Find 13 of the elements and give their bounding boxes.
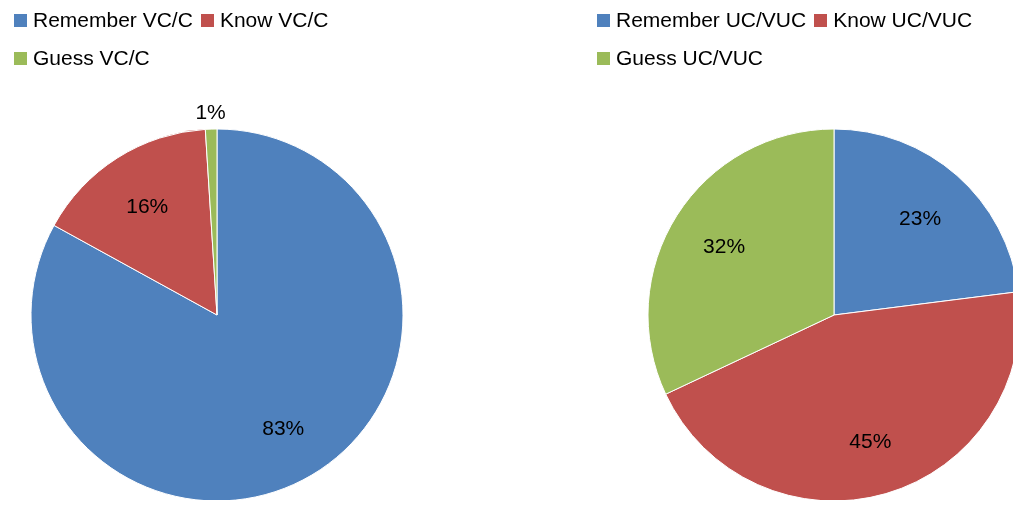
legend-label: Remember UC/VUC xyxy=(616,8,807,32)
data-label: 23% xyxy=(899,205,942,229)
legend-label: Know VC/C xyxy=(219,8,329,32)
data-label: 16% xyxy=(126,193,169,217)
legend-label: Guess UC/VUC xyxy=(616,46,764,70)
legend-label: Know UC/VUC xyxy=(833,8,973,32)
data-label: 1% xyxy=(195,99,226,123)
data-label: 32% xyxy=(703,233,746,257)
legend-label: Remember VC/C xyxy=(33,8,193,32)
data-label: 45% xyxy=(849,428,892,452)
pie-slice xyxy=(30,128,404,500)
data-label: 83% xyxy=(262,415,305,439)
legend-label: Guess VC/C xyxy=(33,46,150,70)
